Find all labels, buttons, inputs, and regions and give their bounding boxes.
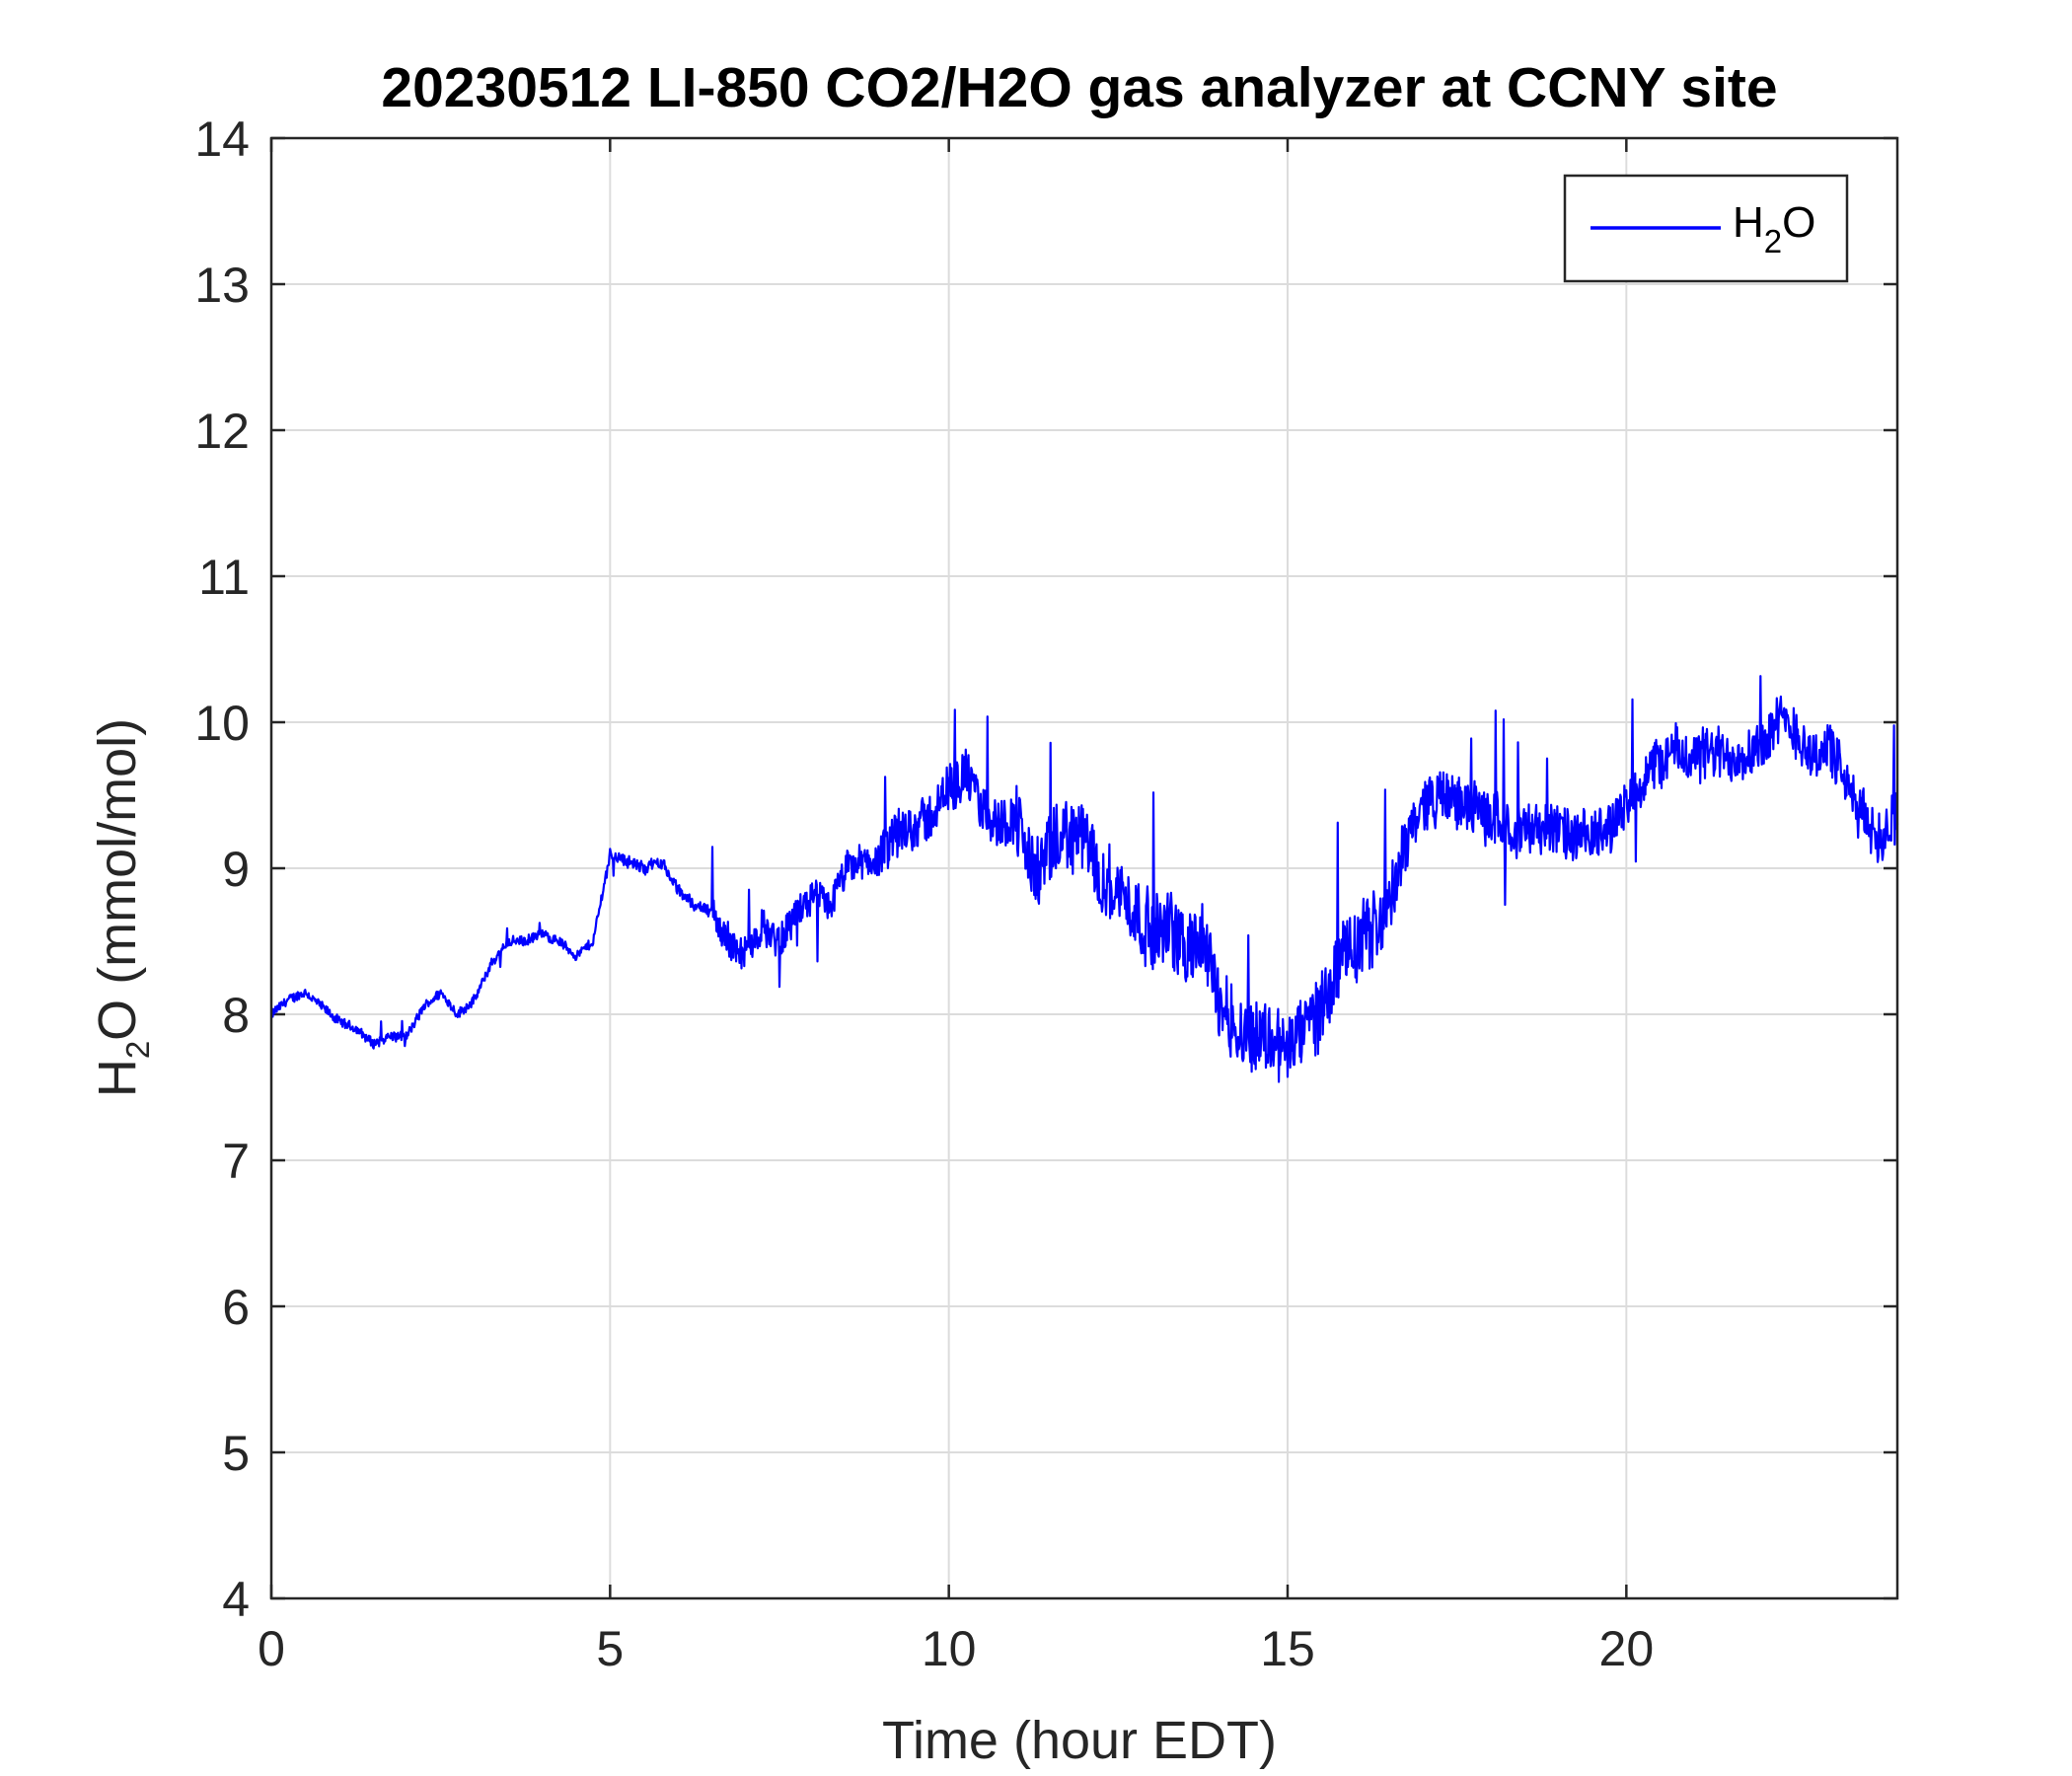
gridlines bbox=[270, 137, 1897, 1599]
x-tick-label: 10 bbox=[922, 1621, 977, 1676]
legend-entry-sub: 2 bbox=[1764, 223, 1782, 259]
legend-entry-main: H bbox=[1733, 198, 1764, 247]
y-tick-label: 8 bbox=[222, 988, 250, 1043]
y-tick-label: 6 bbox=[222, 1280, 250, 1335]
y-tick-label: 9 bbox=[222, 842, 250, 897]
y-tick-label: 12 bbox=[194, 404, 250, 459]
y-tick-label: 4 bbox=[222, 1572, 250, 1627]
x-tick-label: 20 bbox=[1599, 1621, 1655, 1676]
legend: H2O bbox=[1563, 174, 1849, 283]
x-tick-label: 15 bbox=[1260, 1621, 1315, 1676]
y-tick-label: 7 bbox=[222, 1134, 250, 1189]
plot-frame bbox=[269, 136, 1899, 1600]
y-tick-label: 5 bbox=[222, 1426, 250, 1481]
y-tick-label: 13 bbox=[194, 258, 250, 313]
chart-title: 20230512 LI-850 CO2/H2O gas analyzer at … bbox=[381, 56, 1777, 119]
x-tick-label: 5 bbox=[596, 1621, 624, 1676]
y-tick-label: 14 bbox=[194, 111, 250, 167]
y-tick-label: 10 bbox=[194, 696, 250, 751]
legend-entry-h2o: H2O bbox=[1733, 198, 1815, 259]
x-axis-label: Time (hour EDT) bbox=[882, 1711, 1277, 1770]
tick-labels: 0 5 10 15 20 4 5 6 7 8 9 10 11 12 13 14 bbox=[194, 111, 1654, 1676]
series-line-h2o bbox=[269, 675, 1899, 1083]
x-tick-label: 0 bbox=[258, 1621, 285, 1676]
y-axis-label-rest: O (mmol/mol) bbox=[88, 718, 147, 1041]
y-tick-label: 11 bbox=[198, 550, 250, 605]
y-axis-label-sub: 2 bbox=[119, 1041, 156, 1059]
series-layer bbox=[269, 675, 1899, 1083]
y-axis-label-main: H bbox=[88, 1059, 147, 1097]
y-axis-label: H2O (mmol/mol) bbox=[88, 718, 156, 1097]
legend-entry-rest: O bbox=[1782, 198, 1815, 247]
